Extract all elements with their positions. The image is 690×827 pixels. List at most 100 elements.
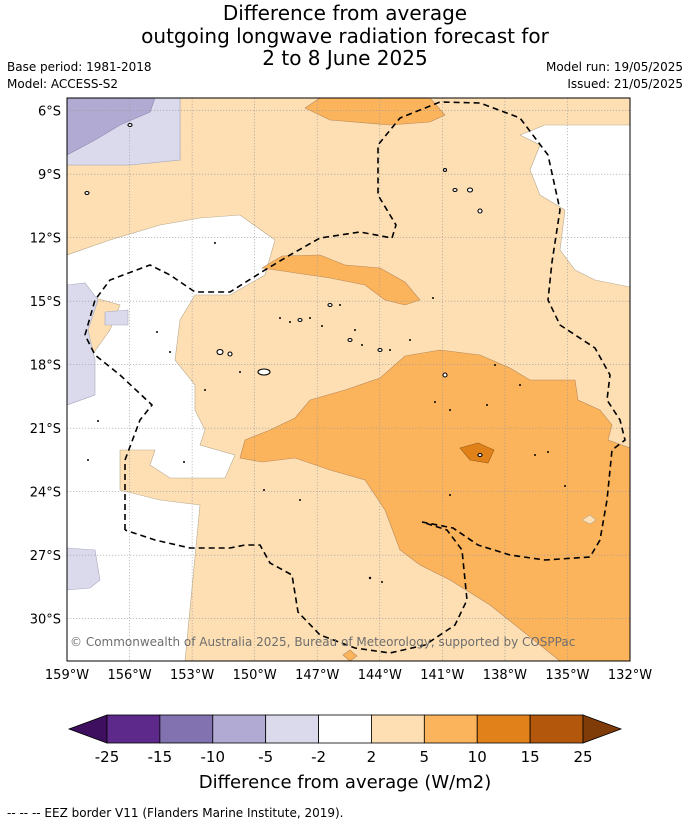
- colorbar-bin: [476, 714, 531, 744]
- eez-legend-note: -- -- -- EEZ border V11 (Flanders Marine…: [7, 806, 344, 820]
- copyright-notice: © Commonwealth of Australia 2025, Bureau…: [70, 635, 575, 649]
- lon-tick-label: 144°W: [358, 668, 402, 683]
- island: [297, 317, 303, 323]
- colorbar-tick-label: -10: [201, 748, 226, 766]
- atoll: [339, 304, 341, 306]
- model-name: Model: ACCESS-S2: [7, 77, 119, 91]
- lat-tick-label: 30°S: [30, 613, 61, 628]
- atoll: [183, 461, 185, 463]
- graticule: [67, 98, 630, 661]
- colorbar-tick-label: -25: [95, 748, 120, 766]
- lat-tick-label: 12°S: [30, 232, 61, 247]
- atoll: [389, 349, 391, 351]
- island: [452, 187, 458, 193]
- colorbar-tick-labels: -25 -15 -10 -5 -2 2 5 10 15 25: [95, 748, 593, 766]
- atoll: [309, 317, 311, 319]
- atoll: [434, 401, 436, 403]
- title-line-1: Difference from average: [222, 1, 468, 25]
- atoll: [263, 489, 265, 491]
- island: [477, 452, 483, 458]
- colorbar-bin: [423, 714, 478, 744]
- olr-anomaly-neg10-to-neg5: [67, 98, 156, 156]
- lat-tick-label: 18°S: [30, 359, 61, 374]
- colorbar-tick-label: 10: [468, 748, 487, 766]
- colorbar-bin: [265, 714, 319, 744]
- island: [442, 372, 448, 378]
- island: [257, 368, 271, 376]
- colorbar-extend-low: [67, 714, 108, 744]
- lon-tick-label: 138°W: [483, 668, 527, 683]
- meta-left: Base period: 1981-2018 Model: ACCESS-S2: [7, 59, 152, 93]
- issued-date: Issued: 21/05/2025: [567, 77, 683, 91]
- atoll: [289, 321, 291, 323]
- atoll: [449, 494, 451, 496]
- colorbar-tick-label: -5: [258, 748, 273, 766]
- olr-anomaly-neg5-to-neg2-w: [67, 282, 99, 406]
- atoll: [87, 459, 89, 461]
- island: [477, 208, 483, 214]
- island: [327, 302, 333, 308]
- colorbar-tick-label: -15: [148, 748, 173, 766]
- lat-tick-label: 15°S: [30, 295, 61, 310]
- olr-anomaly-neg5-to-neg2-islet: [104, 309, 129, 326]
- colorbar-bin: [318, 714, 372, 744]
- atoll: [361, 344, 363, 346]
- colorbar-extend-high: [582, 714, 623, 744]
- lon-tick-label: 156°W: [107, 668, 151, 683]
- olr-anomaly-neg5-to-neg2-sw: [67, 547, 101, 591]
- map-title: Difference from average outgoing longwav…: [0, 2, 690, 70]
- islands: [84, 122, 483, 458]
- island: [442, 167, 448, 173]
- atoll: [534, 454, 536, 456]
- island: [377, 347, 383, 353]
- atoll: [564, 485, 566, 487]
- atoll: [494, 364, 496, 366]
- lat-tick-label: 6°S: [38, 105, 61, 120]
- atoll: [204, 389, 206, 391]
- longitude-axis: 159°W 156°W 153°W 150°W 147°W 144°W 141°W 138°W…: [45, 668, 652, 683]
- lon-tick-label: 141°W: [420, 668, 464, 683]
- colorbar-bin: [529, 714, 584, 744]
- atoll: [409, 339, 411, 341]
- atoll: [486, 404, 488, 406]
- island: [127, 122, 133, 128]
- colorbar-tick-label: 2: [367, 748, 377, 766]
- island: [84, 190, 90, 196]
- map-plot-area: © Commonwealth of Australia 2025, Bureau…: [67, 98, 630, 661]
- island: [466, 187, 474, 193]
- atoll: [279, 317, 281, 319]
- lat-tick-label: 27°S: [30, 549, 61, 564]
- model-run: Model run: 19/05/2025: [545, 60, 683, 74]
- olr-anomaly-5-to-10-south: [342, 649, 358, 661]
- island: [227, 351, 233, 357]
- base-period: Base period: 1981-2018: [7, 60, 152, 74]
- colorbar-bin: [106, 714, 161, 744]
- colorbar: [67, 714, 623, 744]
- lon-tick-label: 150°W: [233, 668, 277, 683]
- atoll: [169, 351, 171, 353]
- atoll: [97, 420, 99, 422]
- atoll: [547, 451, 549, 453]
- island: [347, 337, 353, 343]
- atoll: [449, 409, 451, 411]
- atoll: [156, 331, 158, 333]
- lat-tick-label: 21°S: [30, 422, 61, 437]
- olr-anomaly-2-to-5-pocket: [581, 514, 597, 525]
- atoll: [299, 499, 301, 501]
- lat-tick-label: 24°S: [30, 486, 61, 501]
- meta-right: Model run: 19/05/2025 Issued: 21/05/2025: [546, 59, 683, 93]
- lon-tick-label: 159°W: [45, 668, 89, 683]
- colorbar-tick-label: -2: [311, 748, 326, 766]
- atoll: [519, 384, 521, 386]
- colorbar-bin: [159, 714, 214, 744]
- eez-border-cook-islands: [84, 101, 626, 654]
- colorbar-tick-label: 25: [573, 748, 592, 766]
- title-line-3: 2 to 8 June 2025: [262, 46, 428, 70]
- atoll: [432, 297, 434, 299]
- lon-tick-label: 147°W: [295, 668, 339, 683]
- atoll: [368, 576, 372, 580]
- atoll: [214, 242, 216, 244]
- colorbar-title: Difference from average (W/m2): [199, 772, 491, 793]
- lon-tick-label: 132°W: [608, 668, 652, 683]
